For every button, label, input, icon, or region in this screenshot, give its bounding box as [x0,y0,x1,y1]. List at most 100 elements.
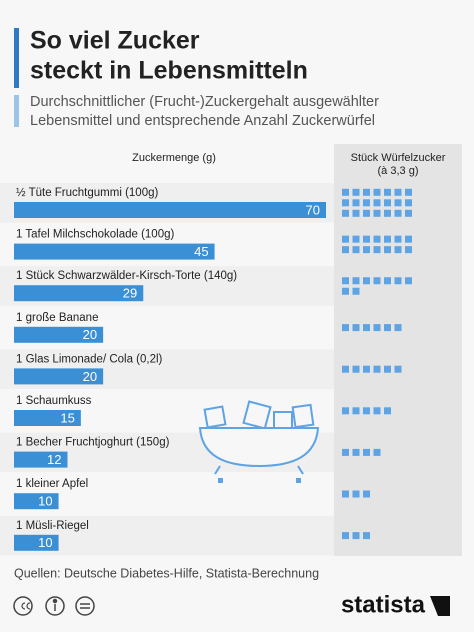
sugar-cube [363,365,370,373]
sugar-cube [373,235,381,243]
title-accent [14,28,19,88]
sugar-cube [384,324,391,332]
sugar-cube [352,365,360,373]
sugar-cube [405,199,412,207]
sugar-cube [363,246,370,254]
cube-group [342,277,412,295]
sugar-cube [373,246,381,254]
sugar-cube [342,407,349,415]
sugar-cube [342,365,349,373]
sugar-cube [384,277,391,285]
sugar-cube [352,199,360,207]
sugar-cube [363,235,370,243]
brand-icon [430,596,450,616]
sugar-cube [384,407,391,415]
bar [14,326,104,343]
value-label: 10 [38,494,52,509]
cube-group [342,188,412,217]
sugar-cube [394,246,402,254]
sugar-cube [352,407,360,415]
category-label: 1 Tafel Milchschokolade (100g) [16,229,174,241]
sugar-cube [384,246,391,254]
sugar-cube [373,407,381,415]
sugar-cube [363,532,370,540]
sugar-cube [352,209,360,217]
sugar-cube [342,448,349,456]
rows: ½ Tüte Fruchtgummi (100g) 70 1 Tafel Milch… [0,183,412,556]
value-label: 20 [83,369,97,384]
sugar-cube [394,324,402,332]
value-label: 10 [38,535,52,550]
sugar-cube [394,209,402,217]
bar [14,410,81,426]
sugar-cube [363,199,370,207]
category-label: 1 Stück Schwarzwälder-Kirsch-Torte (140g… [16,270,237,282]
value-label: 70 [306,202,320,217]
cube-group [342,532,370,540]
sugar-cube [363,490,370,498]
bar [14,451,68,468]
sugar-cube [352,188,360,196]
sugar-cube [342,209,349,217]
value-label: 15 [60,410,74,425]
sugar-cube [373,188,381,196]
subtitle: Durchschnittlicher (Frucht-)Zuckergehalt… [30,94,379,110]
sugar-cube [384,365,391,373]
bar [14,285,144,302]
sugar-cube [352,287,360,295]
sugar-cube [405,209,412,217]
category-label: 1 Becher Fruchtjoghurt (150g) [16,437,170,449]
sugar-cube [384,235,391,243]
bar [14,243,215,260]
sugar-cube [394,277,402,285]
cube-header: (à 3,3 g) [378,165,419,177]
bar [14,368,104,385]
sugar-cube [342,246,349,254]
sugar-cube [342,277,349,285]
sugar-cube [384,209,391,217]
sugar-cube [373,199,381,207]
value-label: 29 [123,286,137,301]
cube-group [342,365,402,373]
sugar-cube [394,199,402,207]
sugar-cube [373,448,381,456]
bar [14,534,59,551]
sugar-cube [373,277,381,285]
sugar-cube [363,277,370,285]
value-label: 20 [83,327,97,342]
sugar-cube [352,324,360,332]
bowl-illustration [198,400,320,483]
category-label: 1 Glas Limonade/ Cola (0,2l) [16,353,163,365]
sugar-cube [373,365,381,373]
sugar-cube [405,246,412,254]
subtitle-accent [14,95,19,127]
value-header: Zuckermenge (g) [132,152,216,164]
sugar-cube [394,235,402,243]
sugar-cube [352,490,360,498]
sugar-cube [352,246,360,254]
sugar-cube [373,324,381,332]
sugar-cube [342,235,349,243]
bar [14,202,326,218]
category-label: 1 Schaumkuss [16,395,92,407]
cube-group [342,235,412,254]
sugar-cube [352,277,360,285]
sugar-cube [342,490,349,498]
cube-header: Stück Würfelzucker [351,152,446,164]
sugar-cube [363,188,370,196]
brand-logo: statista [341,591,426,618]
sugar-cube [384,199,391,207]
cube-group [342,490,370,498]
bar [14,493,59,510]
chart-title: So viel Zucker [30,27,200,55]
sugar-cube [373,209,381,217]
source: Quellen: Deutsche Diabetes-Hilfe, Statis… [14,566,319,580]
sugar-cube [363,209,370,217]
cube-group [342,407,391,415]
sugar-cube [405,235,412,243]
sugar-cube [352,448,360,456]
sugar-cube [363,407,370,415]
category-label: 1 Müsli-Riegel [16,520,89,532]
category-label: 1 kleiner Apfel [16,478,88,490]
